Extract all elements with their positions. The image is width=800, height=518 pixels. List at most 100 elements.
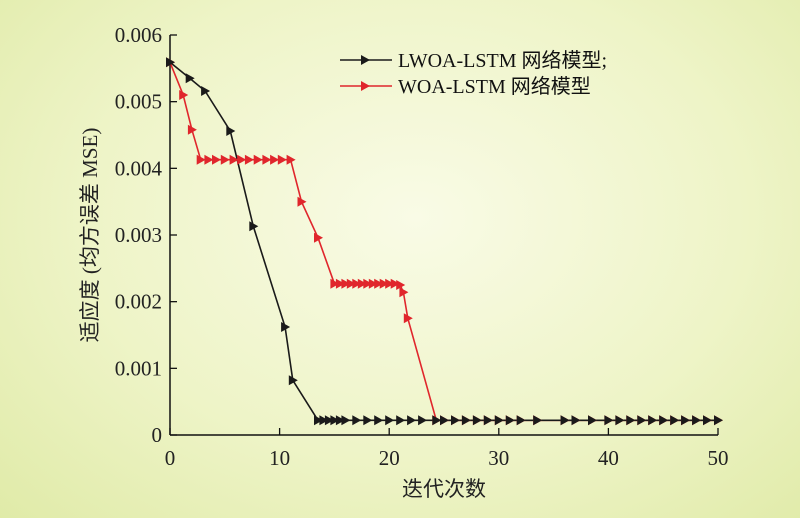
data-point-lwoa xyxy=(648,415,658,426)
data-point-woa xyxy=(204,154,214,165)
data-point-lwoa xyxy=(201,86,211,96)
legend-entry-woa: WOA-LSTM 网络模型 xyxy=(340,75,591,98)
data-point-lwoa xyxy=(249,221,259,232)
data-point-woa xyxy=(374,278,384,289)
data-point-lwoa xyxy=(714,415,723,426)
y-tick-label: 0.002 xyxy=(115,290,162,314)
y-tick-label: 0.005 xyxy=(115,90,162,114)
legend-label-lwoa: LWOA-LSTM 网络模型; xyxy=(398,49,607,72)
data-point-lwoa xyxy=(335,415,345,426)
data-point-lwoa xyxy=(659,415,669,426)
legend-label-woa: WOA-LSTM 网络模型 xyxy=(398,75,591,98)
y-tick-label: 0.006 xyxy=(115,23,162,47)
data-point-woa xyxy=(330,278,340,289)
data-point-woa xyxy=(379,278,389,289)
data-point-lwoa xyxy=(681,415,691,426)
legend-marker-lwoa xyxy=(361,55,370,65)
y-axis-label: 适应度 (均方误差 MSE) xyxy=(78,128,102,343)
data-point-woa xyxy=(357,278,367,289)
data-point-lwoa xyxy=(604,415,614,426)
data-point-woa xyxy=(368,278,378,289)
data-point-woa xyxy=(237,154,247,165)
data-point-lwoa xyxy=(363,415,373,426)
data-point-lwoa xyxy=(670,415,680,426)
data-point-lwoa xyxy=(385,415,395,426)
data-point-lwoa xyxy=(692,415,702,426)
data-point-lwoa xyxy=(533,415,543,426)
data-point-woa xyxy=(220,154,230,165)
data-point-woa xyxy=(341,278,351,289)
data-point-woa xyxy=(262,154,272,165)
data-point-woa xyxy=(363,278,373,289)
x-tick-label: 40 xyxy=(598,446,619,470)
data-point-woa xyxy=(179,90,189,100)
data-point-woa xyxy=(403,313,413,324)
data-point-lwoa xyxy=(418,415,428,426)
y-tick-label: 0 xyxy=(152,423,163,447)
x-tick-label: 10 xyxy=(269,446,290,470)
data-point-woa xyxy=(244,154,254,165)
data-point-woa xyxy=(390,278,400,289)
data-point-woa xyxy=(335,278,345,289)
data-point-woa xyxy=(352,278,362,289)
data-point-woa xyxy=(196,154,206,165)
data-point-lwoa xyxy=(352,415,362,426)
data-point-lwoa xyxy=(432,415,442,426)
data-point-lwoa xyxy=(505,415,515,426)
data-point-woa xyxy=(212,154,221,165)
data-point-lwoa xyxy=(314,415,323,426)
data-point-lwoa xyxy=(319,415,329,426)
data-point-lwoa xyxy=(637,415,647,426)
data-point-woa xyxy=(314,232,323,243)
data-point-lwoa xyxy=(185,73,195,84)
legend-entry-lwoa: LWOA-LSTM 网络模型; xyxy=(340,49,607,72)
data-point-lwoa xyxy=(703,415,712,426)
data-point-lwoa xyxy=(226,126,236,136)
data-point-lwoa xyxy=(374,415,384,426)
data-point-woa xyxy=(396,280,406,290)
data-point-lwoa xyxy=(461,415,471,426)
data-point-lwoa xyxy=(281,322,291,332)
data-point-lwoa xyxy=(324,415,334,426)
data-point-lwoa xyxy=(560,415,570,426)
data-point-woa xyxy=(270,154,280,165)
x-tick-label: 50 xyxy=(708,446,729,470)
data-point-lwoa xyxy=(440,415,449,426)
data-point-lwoa xyxy=(588,415,597,426)
data-point-lwoa xyxy=(341,415,351,426)
data-point-lwoa xyxy=(451,415,460,426)
series-line-woa xyxy=(169,62,718,422)
data-point-lwoa xyxy=(494,415,504,426)
data-point-lwoa xyxy=(626,415,636,426)
data-point-lwoa xyxy=(483,415,493,426)
x-tick-label: 30 xyxy=(488,446,509,470)
data-point-lwoa xyxy=(288,375,298,386)
legend: LWOA-LSTM 网络模型; WOA-LSTM 网络模型 xyxy=(340,49,607,98)
y-tick-label: 0.004 xyxy=(115,156,163,180)
x-tick-label: 20 xyxy=(379,446,400,470)
series-markers xyxy=(166,57,723,426)
legend-marker-woa xyxy=(361,81,370,91)
data-point-lwoa xyxy=(407,415,417,426)
data-point-woa xyxy=(399,287,409,298)
data-point-lwoa xyxy=(166,57,175,68)
data-point-woa xyxy=(385,278,395,289)
data-point-woa xyxy=(277,154,287,165)
data-point-lwoa xyxy=(516,415,526,426)
data-point-woa xyxy=(187,124,197,135)
x-tick-label: 0 xyxy=(165,446,176,470)
series-line-lwoa xyxy=(169,61,718,422)
data-point-woa xyxy=(286,154,296,165)
data-point-lwoa xyxy=(396,415,406,426)
data-point-lwoa xyxy=(571,415,581,426)
y-tick-label: 0.003 xyxy=(115,223,162,247)
y-tick-label: 0.001 xyxy=(115,356,162,380)
x-axis-label: 迭代次数 xyxy=(402,477,486,501)
data-point-lwoa xyxy=(472,415,482,426)
data-point-lwoa xyxy=(615,415,625,426)
data-point-woa xyxy=(253,154,263,165)
data-point-woa xyxy=(346,278,356,289)
data-point-woa xyxy=(229,154,239,165)
data-point-woa xyxy=(297,196,307,207)
